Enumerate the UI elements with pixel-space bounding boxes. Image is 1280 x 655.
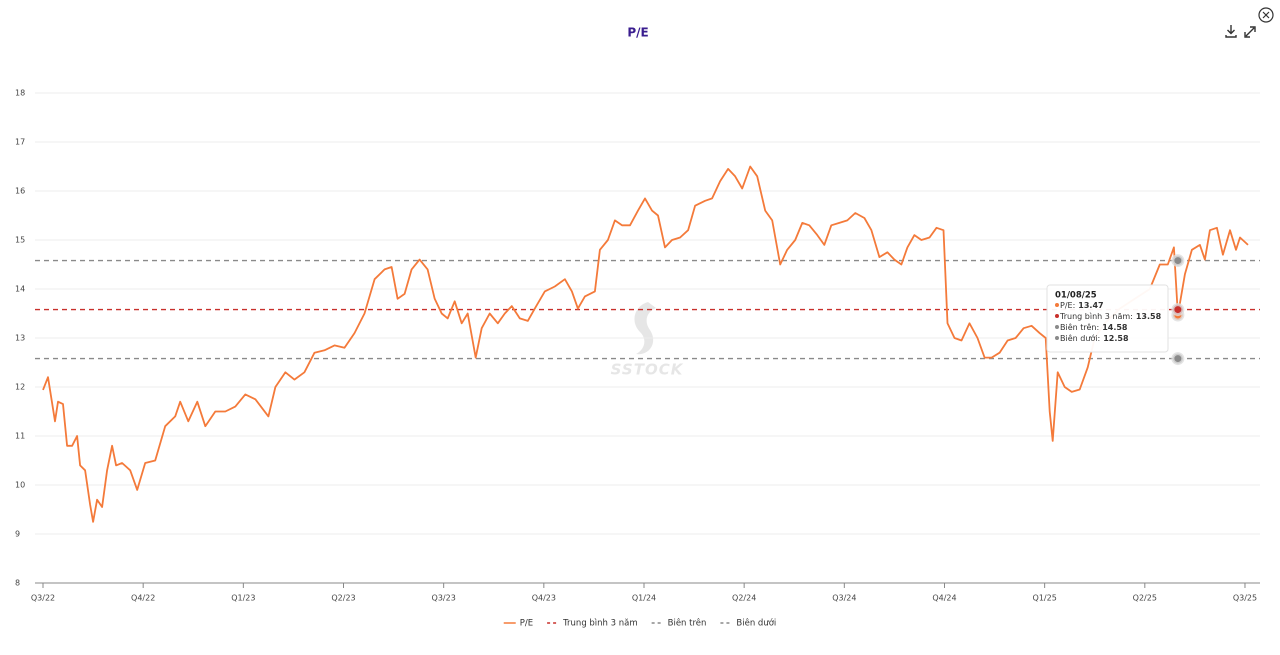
y-tick-label: 13 <box>15 334 25 343</box>
tooltip-row: Biên trên: 14.58 <box>1060 322 1128 332</box>
legend-label: Biên trên <box>668 618 707 629</box>
y-tick-label: 16 <box>15 187 25 196</box>
x-tick-label: Q4/24 <box>932 594 956 603</box>
legend-item[interactable]: Biên trên <box>651 618 707 629</box>
legend-item[interactable]: Trung bình 3 năm <box>547 619 638 629</box>
tooltip-label: Biên trên: <box>1060 322 1099 332</box>
x-tick-label: Q3/25 <box>1233 594 1257 603</box>
x-tick-label: Q1/23 <box>231 594 255 603</box>
tooltip-dot <box>1055 325 1059 329</box>
x-tick-label: Q2/24 <box>732 594 756 603</box>
hover-marker <box>1171 254 1185 268</box>
tooltip-label: P/E: <box>1060 301 1075 310</box>
x-tick-label: Q4/23 <box>532 594 556 603</box>
y-tick-label: 17 <box>15 138 25 147</box>
tooltip-dot <box>1055 314 1059 318</box>
y-tick-label: 12 <box>15 383 25 392</box>
tooltip-dot <box>1055 303 1059 307</box>
x-tick-label: Q3/24 <box>832 594 856 603</box>
x-tick-label: Q3/23 <box>432 594 456 603</box>
tooltip-row: Trung bình 3 năm: 13.58 <box>1059 312 1162 321</box>
tooltip-row: P/E: 13.47 <box>1060 301 1104 310</box>
tooltip-value: 13.47 <box>1078 301 1103 310</box>
x-tick-label: Q1/24 <box>632 594 656 603</box>
watermark: SSTOCK <box>611 302 684 379</box>
download-button[interactable] <box>1225 25 1237 38</box>
legend-item[interactable]: Biên dưới <box>720 618 776 629</box>
y-tick-label: 9 <box>15 530 20 539</box>
y-tick-label: 10 <box>15 481 25 490</box>
x-tick-label: Q1/25 <box>1033 594 1057 603</box>
x-tick-label: Q4/22 <box>131 594 155 603</box>
hover-marker <box>1171 303 1185 317</box>
legend-label: P/E <box>520 619 533 629</box>
tooltip-dot <box>1055 336 1059 340</box>
y-tick-label: 11 <box>15 432 25 441</box>
x-tick-label: Q2/25 <box>1133 594 1157 603</box>
tooltip-value: 13.58 <box>1136 312 1162 321</box>
y-tick-label: 14 <box>15 285 25 294</box>
tooltip-label: Trung bình 3 năm: <box>1059 312 1133 321</box>
watermark-text: SSTOCK <box>611 361 684 379</box>
hover-marker <box>1171 352 1185 366</box>
x-tick-label: Q3/22 <box>31 594 55 603</box>
tooltip-box <box>1046 284 1169 353</box>
chart-title: P/E <box>627 26 648 40</box>
legend-item[interactable]: P/E <box>503 619 533 629</box>
legend-label: Biên dưới <box>736 618 776 629</box>
tooltip-value: 14.58 <box>1102 323 1128 332</box>
close-button[interactable] <box>1258 7 1274 23</box>
y-tick-label: 8 <box>15 579 20 588</box>
y-tick-label: 18 <box>15 89 25 98</box>
tooltip-label: Biên dưới: <box>1060 333 1100 343</box>
tooltip-value: 12.58 <box>1103 334 1129 343</box>
y-tick-label: 15 <box>15 236 25 245</box>
pe-line <box>42 165 1249 523</box>
tooltip-title: 01/08/25 <box>1055 291 1097 301</box>
tooltip-row: Biên dưới: 12.58 <box>1060 333 1129 343</box>
x-tick-label: Q2/23 <box>331 594 355 603</box>
legend-label: Trung bình 3 năm <box>562 619 638 629</box>
fullscreen-button[interactable] <box>1244 26 1256 38</box>
